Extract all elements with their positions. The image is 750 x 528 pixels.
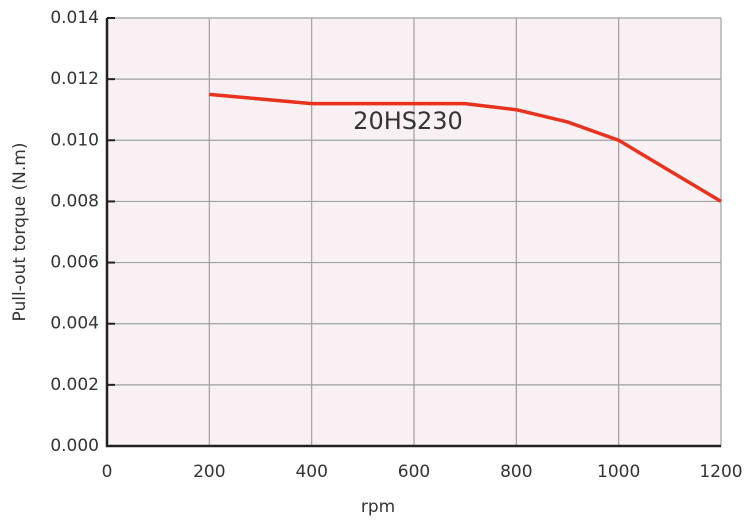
x-tick-label: 600 [398,462,430,482]
y-tick-label: 0.006 [50,253,99,273]
y-tick-label: 0.012 [50,69,99,89]
y-tick-label: 0.008 [50,191,99,211]
x-tick-label: 200 [193,462,225,482]
y-tick-label: 0.000 [50,436,99,456]
y-tick-label: 0.004 [50,314,99,334]
y-tick-label: 0.010 [50,130,99,150]
y-axis-label: Pull-out torque (N.m) [10,143,30,322]
x-tick-label: 800 [500,462,532,482]
y-tick-label: 0.002 [50,375,99,395]
x-tick-label: 1000 [597,462,640,482]
annotation: 20HS230 [353,107,463,135]
x-tick-label: 400 [295,462,327,482]
x-tick-label: 1200 [699,462,742,482]
y-tick-label: 0.014 [50,8,99,28]
x-tick-label: 0 [102,462,113,482]
data-line [209,92,722,203]
x-axis-label: rpm [361,497,395,517]
